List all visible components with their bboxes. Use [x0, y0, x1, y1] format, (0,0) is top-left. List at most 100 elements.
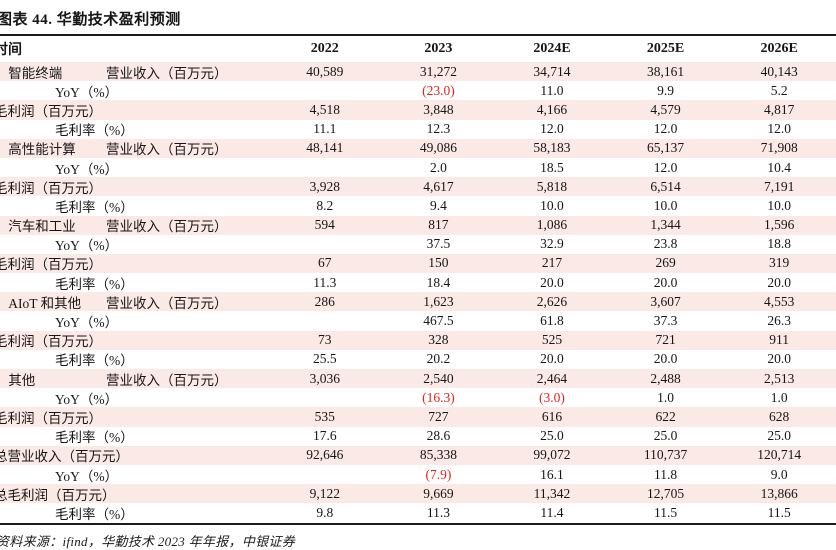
row-label: 毛利率（%） [0, 503, 268, 523]
value-cell: 13,866 [760, 485, 798, 501]
metric-name: 毛利润（百万元） [0, 334, 102, 350]
metric-name: 毛利率（%） [55, 430, 134, 446]
row-label: 总营业收入（百万元） [0, 445, 268, 465]
value-cell: 525 [541, 332, 563, 348]
row-label: 1、智能终端 营业收入（百万元） [0, 62, 268, 82]
value-cell: 11.3 [313, 274, 337, 290]
metric-name: 营业收入（百万元） [106, 65, 228, 81]
value-cell: 1.0 [770, 389, 788, 405]
value-cell: 16.1 [540, 466, 564, 482]
value-cell: 3,036 [309, 370, 340, 386]
row-label: YoY（%） [0, 311, 268, 331]
section-name: 5、其他 [0, 372, 36, 388]
table-row: 毛利润（百万元） 73 328 525 721 911 [0, 330, 836, 350]
table-row: 毛利润（百万元） 4,518 3,848 4,166 4,579 4,817 [0, 100, 836, 120]
row-label: YoY（%） [0, 388, 268, 408]
metric-name: 营业收入（百万元） [106, 142, 228, 158]
value-cell: 20.0 [540, 274, 564, 290]
value-cell: 20.0 [653, 351, 678, 367]
metric-name: 毛利润（百万元） [0, 180, 102, 196]
value-cell: 85,338 [419, 447, 457, 463]
value-cell: 4,553 [763, 293, 795, 309]
table-row: YoY（%） (16.3) (3.0) 1.0 1.0 [0, 388, 836, 407]
value-cell: 12.0 [653, 159, 678, 175]
value-cell: 23.8 [653, 236, 678, 252]
value-cell: 37.3 [653, 313, 678, 329]
section-name: 3、汽车和工业 [0, 219, 76, 235]
value-cell: 286 [314, 293, 335, 309]
table-row: YoY（%） 2.0 18.5 12.0 10.4 [0, 158, 836, 177]
value-cell: 28.6 [426, 428, 451, 444]
table-row: 毛利率（%） 11.1 12.3 12.0 12.0 12.0 [0, 120, 836, 139]
value-cell: 2,540 [423, 370, 454, 386]
value-cell: 9,122 [309, 485, 340, 501]
row-label: 2、高性能计算 营业收入（百万元） [0, 138, 268, 158]
value-cell: 18.4 [426, 274, 451, 290]
table-row: 4、AIoT 和其他 营业收入（百万元） 286 1,623 2,626 3,607 4,5… [0, 292, 836, 312]
value-cell: 817 [428, 217, 449, 233]
value-cell: 7,191 [763, 178, 795, 194]
table-row: 毛利率（%） 11.3 18.4 20.0 20.0 20.0 [0, 273, 836, 292]
metric-name: YoY（%） [55, 161, 119, 177]
table-row: 2、高性能计算 营业收入（百万元） 48,141 49,086 58,183 65,137… [0, 138, 836, 158]
value-cell: 1,596 [763, 217, 795, 233]
row-label: 毛利率（%） [0, 119, 268, 139]
table-row: 3、汽车和工业 营业收入（百万元） 594 817 1,086 1,344 1,596 [0, 215, 836, 235]
header-cell-time: 时间 [0, 43, 22, 58]
metric-name: 毛利率（%） [55, 199, 134, 215]
value-cell: 2,626 [536, 293, 568, 309]
value-cell: 11.3 [426, 504, 450, 520]
section-name: 4、AIoT 和其他 [0, 295, 82, 311]
value-cell: 11.1 [313, 121, 337, 137]
value-cell: 269 [655, 255, 676, 271]
value-cell: 18.8 [767, 236, 791, 252]
value-cell: 9.0 [770, 466, 788, 482]
metric-name: 毛利润（百万元） [0, 410, 102, 426]
row-label: 毛利润（百万元） [0, 177, 268, 197]
header-cell-2025e: 2025E [646, 41, 685, 56]
value-cell: 6,514 [650, 178, 681, 194]
value-cell: 721 [655, 332, 676, 348]
table-row: 毛利率（%） 8.2 9.4 10.0 10.0 10.0 [0, 196, 836, 215]
row-label: 毛利率（%） [0, 349, 268, 369]
header-cell-2024e: 2024E [533, 41, 571, 56]
value-cell: 25.0 [540, 428, 564, 444]
value-cell: 911 [769, 332, 790, 348]
value-cell: 25.5 [312, 351, 337, 367]
value-cell: 12.3 [426, 121, 451, 137]
row-label: YoY（%） [0, 81, 268, 101]
row-label: 5、其他 营业收入（百万元） [0, 369, 268, 389]
value-cell: 1,623 [423, 293, 454, 309]
value-cell: 10.0 [540, 197, 564, 213]
value-cell: 12.0 [653, 121, 678, 137]
table-row: 5、其他 营业收入（百万元） 3,036 2,540 2,464 2,488 2,513 [0, 369, 836, 389]
row-label: 毛利润（百万元） [0, 407, 268, 427]
value-cell: 1,344 [650, 217, 681, 233]
value-cell: 4,817 [763, 101, 795, 117]
value-cell: 10.4 [767, 159, 791, 175]
value-cell: 727 [428, 408, 449, 424]
value-cell: 38,161 [647, 63, 685, 79]
table-bottom-rule [0, 522, 836, 525]
metric-name: 营业收入（百万元） [106, 295, 228, 311]
table-row: 毛利润（百万元） 535 727 616 622 628 [0, 407, 836, 427]
value-cell: 120,714 [757, 447, 802, 463]
value-cell: 150 [428, 255, 449, 271]
table-row: YoY（%） 467.5 61.8 37.3 26.3 [0, 311, 836, 330]
value-cell: 61.8 [540, 313, 564, 329]
value-cell: 1.0 [657, 389, 675, 405]
row-label: YoY（%） [0, 234, 268, 254]
value-cell: 58,183 [533, 140, 571, 156]
table-row: 总毛利润（百万元） 9,122 9,669 11,342 12,705 13,866 [0, 484, 836, 504]
header-cell-2022: 2022 [310, 41, 339, 56]
value-cell: 11.4 [540, 504, 564, 520]
table-row: 毛利率（%） 25.5 20.2 20.0 20.0 20.0 [0, 350, 836, 369]
table-row: 毛利率（%） 9.8 11.3 11.4 11.5 11.5 [0, 503, 836, 522]
table-row: YoY（%） (23.0) 11.0 9.9 5.2 [0, 81, 836, 100]
value-cell: 17.6 [312, 428, 337, 444]
section-name: 2、高性能计算 [0, 142, 76, 158]
value-cell: 20.2 [426, 351, 451, 367]
value-cell: 4,579 [650, 101, 681, 117]
value-cell: 628 [769, 408, 790, 424]
table-header-row: 时间 2022 2023 2024E 2025E 2026E [0, 36, 836, 62]
